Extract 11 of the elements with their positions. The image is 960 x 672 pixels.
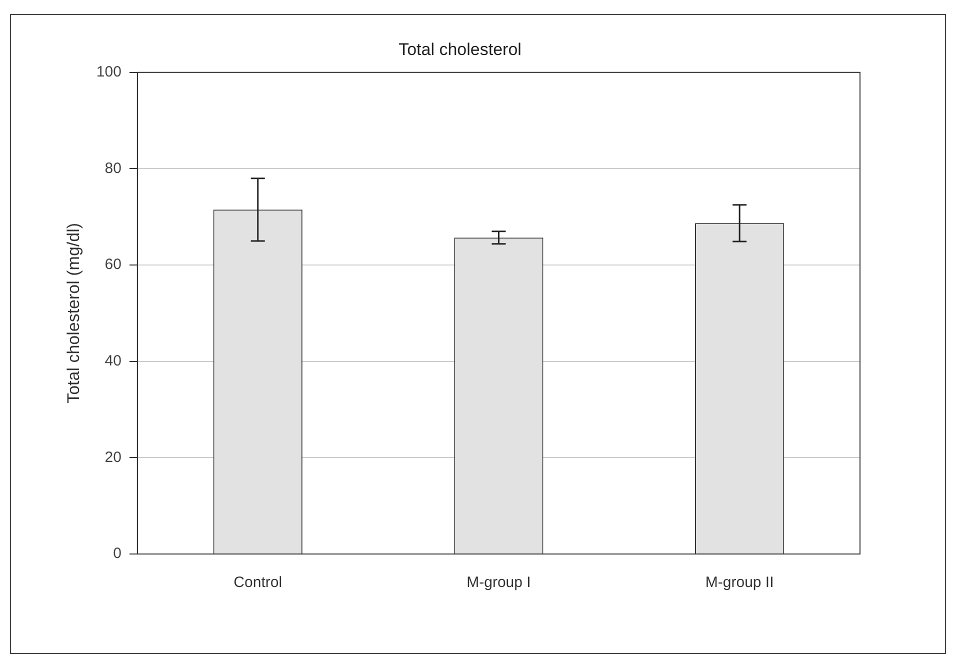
y-tick-label: 60	[104, 256, 122, 274]
y-tick-label: 20	[104, 448, 122, 466]
x-tick-label: M-group I	[466, 574, 531, 592]
y-tick-label: 80	[104, 160, 122, 177]
y-axis-title: Total cholesterol (mg/dl)	[64, 222, 83, 404]
y-tick-label: 100	[96, 64, 122, 81]
x-tick-label: M-group II	[705, 574, 774, 592]
x-tick-label: Control	[234, 574, 282, 592]
y-tick-label: 40	[104, 352, 122, 370]
chart-title: Total cholesterol	[398, 40, 522, 59]
y-tick-label: 0	[113, 545, 122, 562]
